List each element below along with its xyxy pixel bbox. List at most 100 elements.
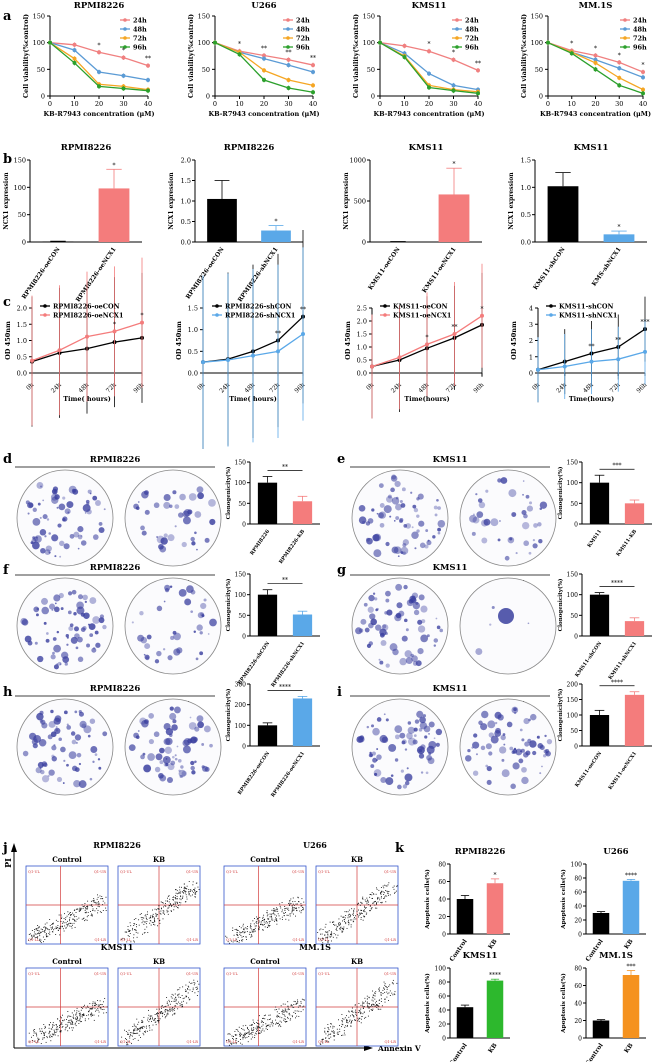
chart-title: MM.1S	[599, 951, 633, 961]
flow-dot	[267, 1025, 269, 1027]
panel-letter-k: k	[395, 841, 405, 856]
flow-dot	[387, 894, 389, 896]
flow-dot	[236, 933, 238, 935]
flow-dot	[259, 917, 261, 918]
y-tick-label: 100	[571, 862, 583, 869]
colony-dot	[27, 512, 30, 515]
flow-dot	[49, 1031, 51, 1033]
flow-dot	[262, 916, 264, 918]
flow-dot	[372, 902, 374, 904]
colony-dot	[419, 542, 426, 549]
flow-dot	[66, 925, 68, 927]
colony-dot	[44, 549, 51, 555]
flow-dot	[151, 1029, 153, 1031]
x-tick-label: 0	[546, 100, 550, 108]
colony-dot	[503, 743, 506, 746]
flow-dot	[133, 1032, 135, 1034]
legend-marker	[623, 36, 627, 40]
colony-dot	[374, 772, 378, 776]
flow-dot	[341, 930, 343, 932]
colony-dot	[137, 634, 145, 642]
colony-dot	[184, 598, 192, 606]
flow-dot	[384, 984, 386, 986]
sig-marker: **	[261, 45, 267, 52]
legend-marker	[43, 313, 47, 317]
flow-dot	[249, 1024, 251, 1026]
flow-dot	[395, 890, 397, 892]
colony-dot	[92, 534, 99, 540]
colony-dot	[87, 734, 91, 738]
flow-dot	[73, 922, 75, 924]
flow-dot	[355, 915, 356, 917]
flow-dot	[388, 891, 390, 892]
flow-dot	[387, 993, 389, 995]
flow-dot	[350, 1015, 351, 1017]
flow-dot	[91, 904, 93, 905]
colony-dot	[181, 770, 187, 777]
colony-dot	[420, 744, 426, 750]
colony-dot	[483, 518, 491, 526]
quadrant-label: Q1-LL	[226, 1040, 238, 1044]
colony-dot	[62, 782, 65, 784]
flow-dot	[237, 936, 239, 938]
flow-dot	[278, 915, 280, 917]
flow-dot	[324, 940, 326, 941]
flow-dot	[62, 1026, 64, 1027]
data-point	[617, 60, 622, 65]
flow-dot	[157, 1017, 159, 1019]
quadrant-label: Q1-UR	[94, 972, 106, 976]
flow-dot	[121, 1036, 123, 1038]
flow-dot	[327, 940, 329, 942]
flow-dot	[235, 1041, 237, 1043]
flow-dot	[130, 925, 132, 927]
flow-dot	[178, 892, 180, 894]
flow-dot	[184, 886, 186, 888]
flow-dot	[281, 916, 283, 918]
flow-dot	[384, 983, 386, 985]
flow-dot	[33, 1031, 35, 1033]
flow-dot	[129, 930, 131, 932]
flow-dot	[333, 1036, 335, 1038]
flow-dot	[372, 1003, 374, 1005]
flow-dot	[268, 922, 270, 924]
x-tick-label: 10	[400, 100, 408, 108]
flow-dot	[149, 922, 151, 924]
colony-dot	[400, 503, 406, 508]
flow-dot	[284, 1015, 286, 1017]
flow-plot-label: Control	[250, 855, 280, 864]
flow-dot	[297, 1001, 299, 1002]
flow-dot	[330, 931, 332, 933]
flow-dot	[157, 1016, 159, 1018]
flow-dot	[330, 940, 332, 942]
colony-dot	[179, 774, 183, 779]
legend-entry: 96h	[633, 44, 647, 52]
x-tick-label: 10	[568, 100, 576, 108]
flow-dot	[358, 1019, 360, 1021]
flow-dot	[365, 913, 367, 915]
colony-dot	[102, 624, 107, 630]
panel-title: RPMI8226	[90, 563, 141, 573]
y-tick-label: 100	[567, 480, 579, 487]
colony-dot	[144, 509, 150, 515]
colony-dot	[158, 772, 164, 779]
flow-dot	[136, 1018, 138, 1020]
flow-dot	[331, 1030, 333, 1032]
flow-dot	[302, 906, 304, 908]
flow-dot	[59, 1027, 61, 1028]
legend-marker	[123, 27, 127, 31]
flow-dot	[44, 931, 46, 933]
flow-dot	[126, 1044, 128, 1046]
x-tick-label: 30	[119, 100, 127, 108]
flow-dot	[167, 910, 169, 912]
flow-dot	[181, 897, 183, 899]
colony-dot	[200, 602, 207, 610]
flow-dot	[368, 997, 370, 999]
colony-dot	[522, 493, 524, 496]
flow-dot	[93, 1019, 95, 1021]
flow-dot	[334, 924, 335, 926]
colony-dot	[204, 537, 210, 543]
flow-dot	[129, 1035, 131, 1037]
flow-dot	[288, 909, 290, 911]
flow-dot	[367, 901, 369, 903]
flow-dot	[178, 901, 180, 903]
